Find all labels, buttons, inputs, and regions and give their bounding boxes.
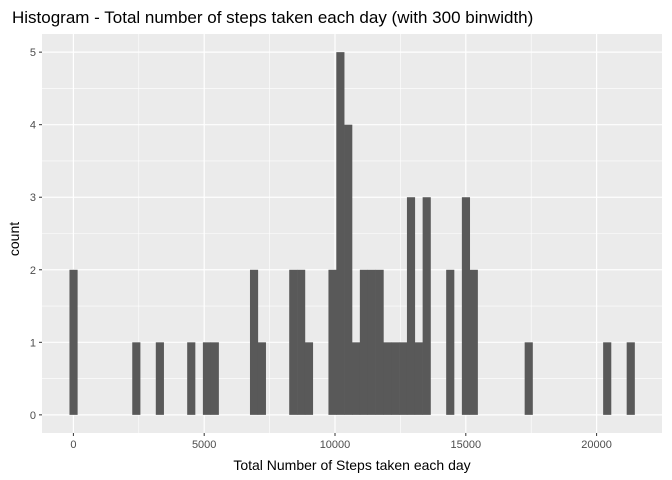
histogram-bar [399,342,408,415]
y-axis: 0 1 2 3 4 5 [30,47,42,422]
histogram-bar [626,342,635,415]
y-axis-title: count [6,222,22,256]
histogram-bar [289,269,298,415]
chart-title: Histogram - Total number of steps taken … [12,8,533,27]
histogram-bar [524,342,533,415]
histogram-bar [210,342,219,415]
histogram-bar [344,124,353,415]
histogram-bar [383,342,392,415]
histogram-bar [359,269,368,415]
histogram-bar [297,269,306,415]
y-tick-label: 4 [30,120,36,132]
histogram-bar [202,342,212,415]
histogram-bar [328,269,337,415]
histogram-bar [406,197,416,415]
y-tick-label: 0 [30,410,36,422]
y-tick-label: 5 [30,47,36,59]
histogram-bar [367,269,376,415]
x-axis-title: Total Number of Steps taken each day [233,457,470,473]
histogram-bar [414,342,423,415]
bars [69,52,635,415]
histogram-bar [461,197,471,415]
histogram-bar [132,342,141,415]
y-tick-label: 3 [30,192,36,204]
histogram-bar [352,342,361,415]
x-axis: 0 5000 10000 15000 20000 [70,433,612,451]
y-tick-label: 1 [30,337,36,349]
histogram-bar [155,342,164,415]
x-tick-label: 15000 [451,439,482,451]
histogram-bar [375,269,384,415]
histogram-bar [446,269,455,415]
y-tick-label: 2 [30,265,36,277]
histogram-bar [69,269,78,415]
histogram-bar [422,197,431,415]
x-tick-label: 5000 [192,439,216,451]
x-tick-label: 10000 [320,439,351,451]
x-tick-label: 20000 [581,439,612,451]
histogram-bar [257,342,266,415]
histogram-bar [187,342,196,415]
histogram-bar [469,269,478,415]
histogram-bar [391,342,400,415]
histogram-bar [336,52,345,415]
histogram-bar [249,269,259,415]
x-tick-label: 0 [70,439,76,451]
histogram-bar [304,342,314,415]
histogram-bar [603,342,612,415]
